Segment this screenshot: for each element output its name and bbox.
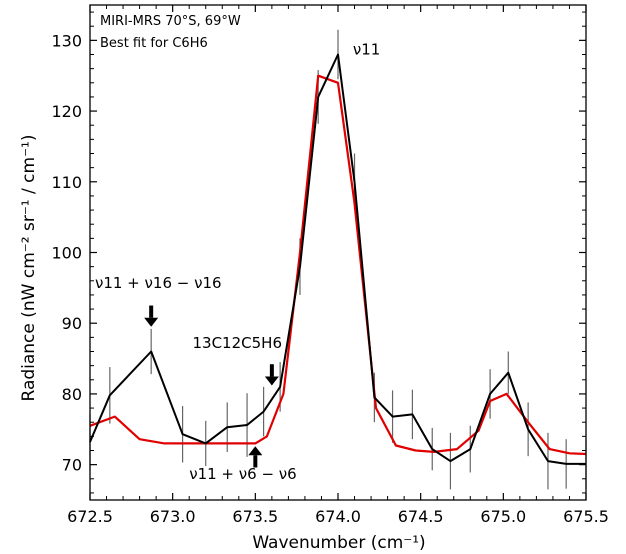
annotation-nu11-plus-nu6: ν11 + ν6 − ν6 xyxy=(189,465,297,483)
x-tick-label: 673.5 xyxy=(232,507,278,526)
x-tick-label: 674.5 xyxy=(398,507,444,526)
y-tick-label: 130 xyxy=(51,31,82,50)
legend: MIRI-MRS 70°S, 69°W Best fit for C6H6 xyxy=(100,14,241,51)
y-tick-label: 120 xyxy=(51,102,82,121)
y-tick-label: 80 xyxy=(62,385,82,404)
axis-ticks: 672.5 673.0 673.5 674.0 674.5 675.0 675.5 70 80 9… xyxy=(51,5,609,526)
plot-area xyxy=(89,29,587,490)
y-tick-label: 110 xyxy=(51,173,82,192)
y-tick-label: 90 xyxy=(62,314,82,333)
series-line-observation xyxy=(89,53,586,465)
legend-entry-observation: MIRI-MRS 70°S, 69°W xyxy=(100,14,241,29)
x-tick-label: 674.0 xyxy=(315,507,361,526)
y-tick-label: 70 xyxy=(62,456,82,475)
y-tick-label: 100 xyxy=(51,244,82,263)
x-tick-label: 673.0 xyxy=(150,507,196,526)
legend-entry-fit: Best fit for C6H6 xyxy=(100,36,208,51)
x-tick-label: 675.0 xyxy=(480,507,526,526)
annotation-arrow-head xyxy=(248,446,263,456)
annotation-13c-isotopologue: 13C12C5H6 xyxy=(193,334,282,352)
x-axis-title: Wavenumber (cm⁻¹) xyxy=(252,533,425,553)
annotation-arrow-head xyxy=(264,376,279,386)
annotation-nu11-plus-nu16: ν11 + ν16 − ν16 xyxy=(95,274,222,292)
annotations: ν11 ν11 + ν16 − ν16 13C12C5H6 ν11 + ν6 −… xyxy=(95,41,380,483)
plot-frame xyxy=(89,4,587,501)
annotation-nu11: ν11 xyxy=(353,41,380,59)
x-tick-label: 675.5 xyxy=(563,507,609,526)
y-axis-title: Radiance (nW cm⁻² sr⁻¹ / cm⁻¹) xyxy=(19,135,39,402)
annotation-arrow-head xyxy=(144,317,159,327)
series-line-fit xyxy=(89,74,587,456)
x-tick-label: 672.5 xyxy=(67,507,113,526)
